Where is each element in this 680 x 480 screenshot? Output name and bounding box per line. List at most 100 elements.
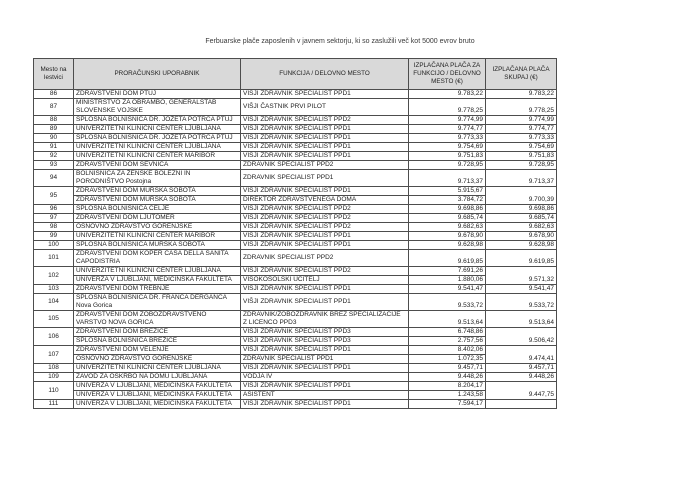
pay-total-cell: 9.506,42 xyxy=(485,327,557,346)
rank-cell: 99 xyxy=(33,231,74,241)
function-cell: VISOKOŠOLSKI UČITELJ xyxy=(240,275,409,285)
pay-position-cell: 9.619,85 xyxy=(408,249,486,267)
pay-total-cell: 9.774,99 xyxy=(485,115,557,125)
function-cell: VIŠJI ČASTNIK PRVI PILOT xyxy=(240,98,409,116)
budget-user-cell: SPLOŠNA BOLNIŠNICA CELJE xyxy=(73,204,241,214)
budget-user-cell: SPLOŠNA BOLNIŠNICA MURSKA SOBOTA xyxy=(73,240,241,250)
budget-user-cell: ZDRAVSTVENI DOM VELENJE xyxy=(73,345,241,355)
function-cell: ZDRAVNIK SPECIALIST PPD2 xyxy=(240,249,409,267)
function-cell: VIŠJI ZDRAVNIK SPECIALIST PPD1 xyxy=(240,240,409,250)
rank-cell: 94 xyxy=(33,169,74,187)
function-cell: VIŠJI ZDRAVNIK SPECIALIST PPD2 xyxy=(240,115,409,125)
budget-user-cell: UNIVERZITETNI KLINIČNI CENTER LJUBLJANA xyxy=(73,363,241,373)
function-cell: VIŠJI ZDRAVNIK SPECIALIST PPD1 xyxy=(240,284,409,294)
rank-cell: 106 xyxy=(33,327,74,346)
pay-position-cell: 9.778,25 xyxy=(408,98,486,116)
pay-total-cell: 9.778,25 xyxy=(485,98,557,116)
pay-position-cell: 1.880,06 xyxy=(408,275,486,285)
salary-table: Mesto na lestvici PRORAČUNSKI UPORABNIK … xyxy=(33,58,557,409)
table-row: 101 ZDRAVSTVENI DOM KOPER CASA DELLA SANI… xyxy=(33,249,557,267)
pay-total-cell: 9.678,90 xyxy=(485,231,557,241)
rank-cell: 89 xyxy=(33,124,74,134)
pay-position-cell: 9.754,69 xyxy=(408,142,486,152)
rank-cell: 109 xyxy=(33,372,74,382)
function-cell: VIŠJI ZDRAVNIK SPECIALIST PPD1 xyxy=(240,142,409,152)
header-pay-total: IZPLAČANA PLAČA SKUPAJ (€) xyxy=(485,58,557,90)
pay-position-cell: 9.774,99 xyxy=(408,115,486,125)
function-cell: VIŠJI ZDRAVNIK SPECIALIST PPD1 xyxy=(240,293,409,311)
table-row: UNIVERZA V LJUBLJANI, MEDICINSKA FAKULTE… xyxy=(34,275,557,285)
rank-cell: 90 xyxy=(33,133,74,143)
rank-cell: 95 xyxy=(33,186,74,205)
budget-user-cell: UNIVERZA V LJUBLJANI, MEDICINSKA FAKULTE… xyxy=(73,399,241,409)
rank-cell: 105 xyxy=(33,310,74,328)
budget-user-cell: SPLOŠNA BOLNIŠNICA DR. JOŽETA POTRČA PTU… xyxy=(73,133,241,143)
pay-total-cell: 9.698,86 xyxy=(485,204,557,214)
budget-user-cell: MINISTRSTVO ZA OBRAMBO, GENERALŠTAB SLOV… xyxy=(73,98,241,116)
pay-position-cell: 8.204,17 xyxy=(408,381,486,391)
budget-user-cell: UNIVERZITETNI KLINIČNI CENTER MARIBOR xyxy=(73,231,241,241)
budget-user-cell: UNIVERZA V LJUBLJANI, MEDICINSKA FAKULTE… xyxy=(73,275,241,285)
salary-table-body: 86 ZDRAVSTVENI DOM PTUJ VIŠJI ZDRAVNIK SPE… xyxy=(33,89,557,409)
budget-user-cell: ZDRAVSTVENI DOM SEVNICA xyxy=(73,160,241,170)
pay-position-cell: 9.628,98 xyxy=(408,240,486,250)
table-row: SPLOŠNA BOLNIŠNICA BREŽICE VIŠJI ZDRAVNIK… xyxy=(34,336,557,346)
rank-cell: 91 xyxy=(33,142,74,152)
budget-user-cell: UNIVERZITETNI KLINIČNI CENTER LJUBLJANA xyxy=(73,142,241,152)
table-row: 100 SPLOŠNA BOLNIŠNICA MURSKA SOBOTA VIŠJI… xyxy=(33,240,557,250)
table-row: 110 UNIVERZA V LJUBLJANI, MEDICINSKA FAKU… xyxy=(33,381,557,400)
table-row: 106 ZDRAVSTVENI DOM BREŽICE VIŠJI ZDRAVNIK… xyxy=(33,327,557,346)
budget-user-cell: UNIVERZA V LJUBLJANI, MEDICINSKA FAKULTE… xyxy=(73,381,241,391)
table-row: 90 SPLOŠNA BOLNIŠNICA DR. JOŽETA POTRČA P… xyxy=(33,133,557,143)
rank-cell: 86 xyxy=(33,89,74,99)
function-cell: ZDRAVNIK/ZOBOZDRAVNIK BREZ SPECIALIZACIJ… xyxy=(240,310,409,328)
header-budget-user: PRORAČUNSKI UPORABNIK xyxy=(73,58,241,90)
pay-position-cell: 9.698,86 xyxy=(408,204,486,214)
budget-user-cell: OSNOVNO ZDRAVSTVO GORENJSKE xyxy=(73,222,241,232)
table-row: 97 ZDRAVSTVENI DOM LJUTOMER VIŠJI ZDRAVNIK… xyxy=(33,213,557,223)
pay-total-cell: 9.773,33 xyxy=(485,133,557,143)
table-row: 104 SPLOŠNA BOLNIŠNICA DR. FRANCA DERGANC… xyxy=(33,293,557,311)
header-pay-position: IZPLAČANA PLAČA ZA FUNKCIJO / DELOVNO ME… xyxy=(408,58,486,90)
function-cell: VIŠJI ZDRAVNIK SPECIALIST PPD1 xyxy=(240,345,409,355)
table-row: 96 SPLOŠNA BOLNIŠNICA CELJE VIŠJI ZDRAVNIK… xyxy=(33,204,557,214)
rank-cell: 97 xyxy=(33,213,74,223)
budget-user-cell: ZDRAVSTVENI DOM ZOBOZDRAVSTVENO VARSTVO … xyxy=(73,310,241,328)
pay-position-cell: 1.072,35 xyxy=(408,354,486,364)
pay-total-cell: 9.754,69 xyxy=(485,142,557,152)
budget-user-cell: ZDRAVSTVENI DOM MURSKA SOBOTA xyxy=(73,186,241,196)
pay-total-cell: 9.682,63 xyxy=(485,222,557,232)
pay-position-cell: 9.678,90 xyxy=(408,231,486,241)
pay-total-cell: 9.728,95 xyxy=(485,160,557,170)
header-rank: Mesto na lestvici xyxy=(33,58,74,90)
function-cell: VIŠJI ZDRAVNIK SPECIALIST PPD1 xyxy=(240,231,409,241)
pay-total-cell: 9.448,26 xyxy=(485,372,557,382)
function-cell: VIŠJI ZDRAVNIK SPECIALIST PPD2 xyxy=(240,213,409,223)
pay-total-cell: 9.751,83 xyxy=(485,151,557,161)
function-cell: VODJA IV xyxy=(240,372,409,382)
pay-total-cell: 9.619,85 xyxy=(485,249,557,267)
rank-cell: 108 xyxy=(33,363,74,373)
function-cell: VIŠJI ZDRAVNIK SPECIALIST PPD1 xyxy=(240,124,409,134)
table-row: 107 ZDRAVSTVENI DOM VELENJE VIŠJI ZDRAVNIK… xyxy=(33,345,557,364)
header-function: FUNKCIJA / DELOVNO MESTO xyxy=(240,58,409,90)
function-cell: ZDRAVNIK SPECIALIST PPD2 xyxy=(240,160,409,170)
table-row: 94 BOLNIŠNICA ZA ŽENSKE BOLEZNI IN PORODN… xyxy=(33,169,557,187)
pay-position-cell: 9.685,74 xyxy=(408,213,486,223)
pay-total-cell xyxy=(485,399,557,409)
function-cell: ASISTENT xyxy=(240,390,409,400)
table-row: 105 ZDRAVSTVENI DOM ZOBOZDRAVSTVENO VARST… xyxy=(33,310,557,328)
salary-table-header: Mesto na lestvici PRORAČUNSKI UPORABNIK … xyxy=(33,58,557,90)
function-cell: ZDRAVNIK SPECIALIST PPD1 xyxy=(240,354,409,364)
pay-total-cell: 9.628,98 xyxy=(485,240,557,250)
rank-cell: 102 xyxy=(33,266,74,285)
budget-user-cell: BOLNIŠNICA ZA ŽENSKE BOLEZNI IN PORODNIŠ… xyxy=(73,169,241,187)
budget-user-cell: ZDRAVSTVENI DOM MURSKA SOBOTA xyxy=(73,195,241,205)
pay-total-cell: 9.457,71 xyxy=(485,363,557,373)
table-row: 95 ZDRAVSTVENI DOM MURSKA SOBOTA VIŠJI ZDR… xyxy=(33,186,557,205)
function-cell: VIŠJI ZDRAVNIK SPECIALIST PPD1 xyxy=(240,399,409,409)
pay-position-cell: 9.783,22 xyxy=(408,89,486,99)
pay-total-cell: 9.513,64 xyxy=(485,310,557,328)
table-row: 98 OSNOVNO ZDRAVSTVO GORENJSKE VIŠJI ZDRAV… xyxy=(33,222,557,232)
pay-total-cell: 9.783,22 xyxy=(485,89,557,99)
